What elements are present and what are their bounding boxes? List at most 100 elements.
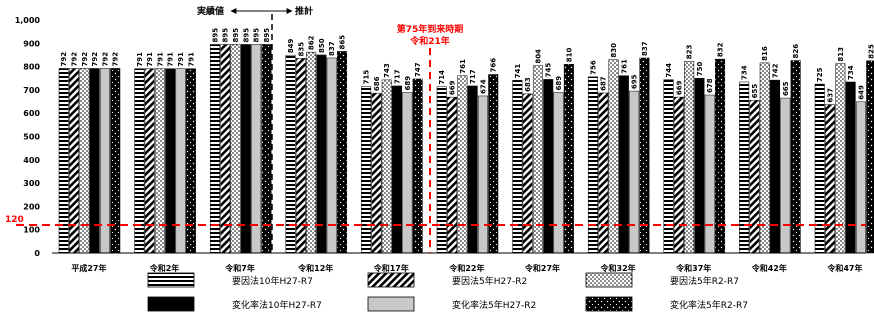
bar bbox=[209, 44, 220, 254]
bar-value-label: 683 bbox=[524, 77, 532, 92]
bar bbox=[587, 76, 598, 254]
bar-value-label: 895 bbox=[253, 28, 261, 43]
reference-line-label: 120 bbox=[5, 215, 24, 225]
bar bbox=[361, 86, 372, 254]
bar bbox=[694, 78, 705, 254]
bar-value-label: 791 bbox=[177, 52, 185, 67]
bar bbox=[704, 94, 715, 254]
bar-value-label: 895 bbox=[232, 28, 240, 43]
legend-label: 変化率法5年H27-R2 bbox=[452, 299, 536, 311]
bar-value-label: 766 bbox=[490, 58, 498, 73]
bar-value-label: 742 bbox=[772, 63, 780, 78]
bar-value-label: 686 bbox=[373, 76, 381, 91]
actual-annotation: 実績値 bbox=[197, 5, 224, 17]
bar bbox=[715, 58, 726, 254]
y-tick-label: 300 bbox=[23, 179, 40, 188]
bar-value-label: 695 bbox=[631, 74, 639, 89]
bar-value-label: 669 bbox=[675, 80, 683, 95]
x-tick-label: 令和37年 bbox=[675, 263, 711, 273]
bar-value-label: 734 bbox=[847, 65, 855, 80]
bar bbox=[553, 92, 564, 254]
x-axis: 平成27年 令和2年 令和7年 令和12年 令和17年 令和22年 令和27年 令和32年 令和… bbox=[71, 263, 862, 273]
bar-value-label: 761 bbox=[620, 59, 628, 74]
bar bbox=[639, 57, 650, 254]
bar bbox=[749, 100, 760, 254]
bar bbox=[295, 58, 306, 254]
bar-value-label: 813 bbox=[837, 47, 845, 62]
x-tick-label: 令和22年 bbox=[448, 263, 484, 273]
bar bbox=[663, 79, 674, 254]
bar-value-label: 743 bbox=[383, 63, 391, 78]
y-tick-label: 600 bbox=[23, 109, 40, 118]
bar-value-label: 791 bbox=[156, 52, 164, 67]
y-tick-label: 400 bbox=[23, 156, 40, 165]
bar-value-label: 715 bbox=[363, 70, 371, 85]
y-tick-label: 200 bbox=[23, 202, 40, 211]
bar bbox=[543, 79, 554, 254]
x-tick-label: 令和32年 bbox=[600, 263, 636, 273]
milestone-annotation-line1: 第75年到来時期 bbox=[397, 23, 464, 35]
legend-swatch bbox=[367, 272, 415, 288]
legend-label: 変化率法5年R2-R7 bbox=[670, 299, 748, 311]
bar bbox=[381, 79, 392, 254]
y-tick-label: 100 bbox=[23, 226, 40, 235]
bar bbox=[467, 85, 478, 254]
bar bbox=[673, 96, 684, 254]
bar-value-label: 816 bbox=[761, 46, 769, 61]
x-tick-label: 令和47年 bbox=[826, 263, 862, 273]
bar-value-label: 717 bbox=[469, 69, 477, 84]
bar-value-label: 810 bbox=[565, 48, 573, 63]
bar-value-label: 665 bbox=[782, 81, 790, 96]
bar bbox=[220, 44, 231, 254]
milestone-annotation-line2: 令和21年 bbox=[409, 35, 450, 47]
bar bbox=[457, 75, 468, 254]
bar bbox=[845, 81, 856, 254]
bar-value-label: 747 bbox=[414, 62, 422, 77]
bar-value-label: 674 bbox=[479, 79, 487, 94]
x-tick-label: 令和42年 bbox=[751, 263, 787, 273]
bar-value-label: 725 bbox=[816, 67, 824, 82]
bar bbox=[326, 57, 337, 254]
legend: 要因法10年H27-R7 要因法5年H27-R2 要因法5年R2-R7 変化率法10年… bbox=[147, 272, 748, 312]
bar-value-label: 849 bbox=[287, 38, 295, 53]
bar bbox=[447, 96, 458, 254]
bar bbox=[488, 74, 499, 254]
bar-value-label: 895 bbox=[242, 28, 250, 43]
bar-value-label: 835 bbox=[297, 42, 305, 57]
bar-value-label: 669 bbox=[449, 80, 457, 95]
x-tick-label: 令和17年 bbox=[373, 263, 409, 273]
bar-value-label: 823 bbox=[686, 44, 694, 59]
bar-value-label: 895 bbox=[211, 28, 219, 43]
y-tick-label: 0 bbox=[34, 249, 40, 258]
bar bbox=[402, 92, 413, 254]
bar bbox=[629, 90, 640, 254]
bar bbox=[770, 79, 781, 254]
bar-value-label: 826 bbox=[792, 44, 800, 59]
legend-swatch bbox=[367, 296, 415, 312]
bar-value-label: 865 bbox=[339, 35, 347, 50]
y-tick-label: 1,000 bbox=[15, 16, 41, 25]
bar bbox=[739, 81, 750, 254]
x-tick-label: 平成27年 bbox=[71, 263, 106, 273]
bar bbox=[780, 97, 791, 254]
legend-swatch bbox=[147, 272, 195, 288]
bar-value-label: 741 bbox=[514, 64, 522, 79]
bar bbox=[240, 44, 251, 254]
bar-value-label: 637 bbox=[827, 88, 835, 103]
bar bbox=[337, 51, 348, 254]
bars bbox=[58, 44, 874, 254]
y-axis: 0 100 200 300 400 500 600 700 800 900 1,000 bbox=[15, 16, 41, 258]
bar-value-label: 895 bbox=[222, 28, 230, 43]
bar bbox=[392, 85, 403, 254]
legend-swatch bbox=[585, 272, 633, 288]
bar-value-label: 649 bbox=[857, 85, 865, 100]
bar-value-label: 895 bbox=[263, 28, 271, 43]
bar-value-label: 791 bbox=[167, 52, 175, 67]
bar-value-label: 792 bbox=[71, 52, 79, 67]
bar-value-label: 792 bbox=[112, 52, 120, 67]
bar bbox=[825, 104, 836, 254]
bar-value-label: 678 bbox=[706, 78, 714, 93]
y-tick-label: 700 bbox=[23, 86, 40, 95]
bar bbox=[814, 83, 825, 254]
y-tick-label: 500 bbox=[23, 133, 40, 142]
